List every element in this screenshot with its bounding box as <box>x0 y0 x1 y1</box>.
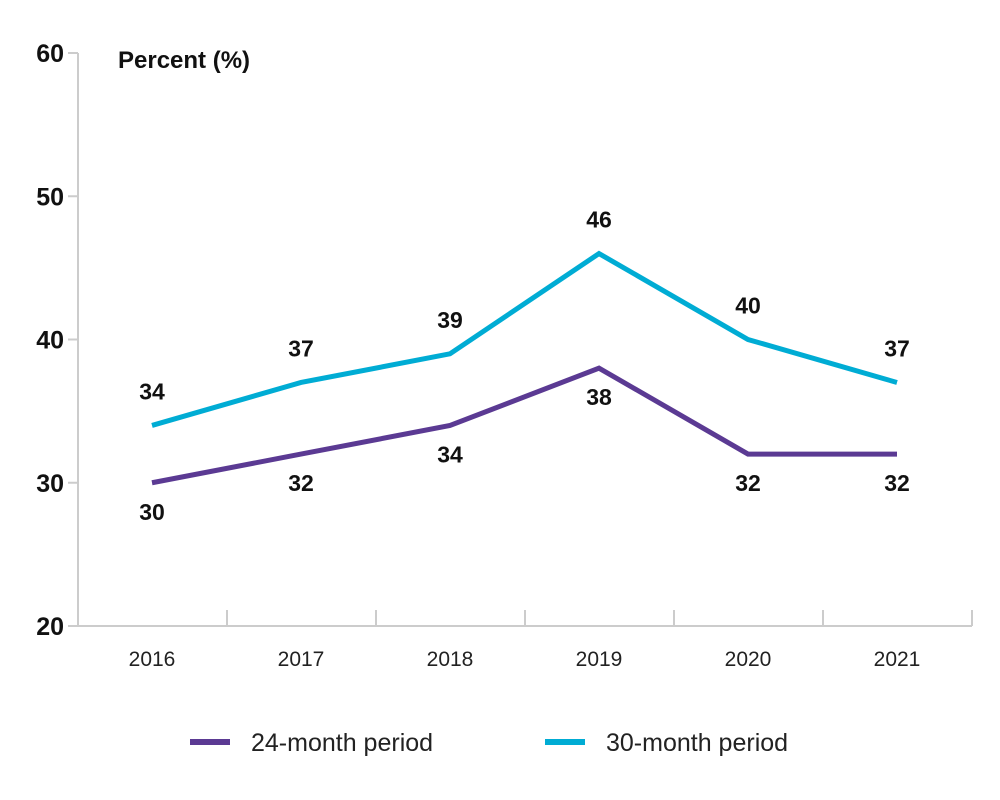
data-label: 34 <box>139 378 165 404</box>
data-label: 32 <box>288 470 314 496</box>
data-label: 38 <box>586 384 612 410</box>
y-tick-label: 50 <box>36 183 64 211</box>
series-line-1 <box>151 365 897 486</box>
legend-label: 24-month period <box>251 729 433 757</box>
x-tick-label: 2020 <box>725 648 772 671</box>
data-label: 34 <box>437 441 463 467</box>
series-lines <box>151 250 898 486</box>
x-tick-label: 2017 <box>278 648 325 671</box>
x-tick-label: 2021 <box>874 648 921 671</box>
y-axis: 20 30 40 50 60 <box>36 40 79 641</box>
y-tick-label: 40 <box>36 327 64 355</box>
y-tick-label: 20 <box>36 613 64 641</box>
legend-label: 30-month period <box>606 729 788 757</box>
data-label: 30 <box>139 499 165 525</box>
legend: 24-month period 30-month period <box>190 729 788 757</box>
y-tick-label: 30 <box>36 470 64 498</box>
data-label: 40 <box>735 293 761 319</box>
x-tick-label: 2019 <box>576 648 623 671</box>
x-tick-label: 2018 <box>427 648 474 671</box>
x-axis: 2016 2017 2018 2019 2020 2021 <box>77 610 973 671</box>
data-label: 37 <box>884 335 910 361</box>
data-label: 32 <box>735 470 761 496</box>
series-line-2 <box>151 250 898 428</box>
y-axis-label: Percent (%) <box>118 47 250 74</box>
data-label: 32 <box>884 470 910 496</box>
data-label: 37 <box>288 335 314 361</box>
data-label: 46 <box>586 207 612 233</box>
data-labels: 30 32 34 38 32 32 34 37 39 46 40 37 <box>139 207 910 525</box>
y-tick-label: 60 <box>36 40 64 68</box>
data-label: 39 <box>437 307 463 333</box>
x-tick-label: 2016 <box>129 648 176 671</box>
